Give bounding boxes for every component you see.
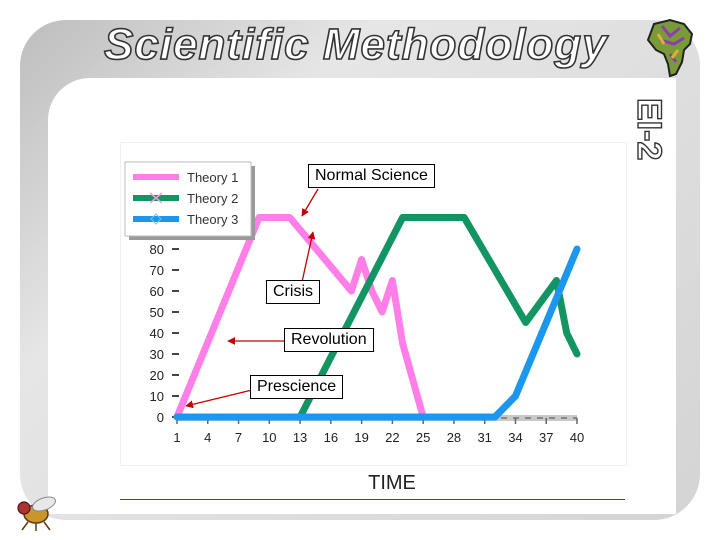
legend-label-theory-1: Theory 1: [187, 170, 238, 185]
legend-marker-x: [149, 192, 163, 204]
y-tick-label: 50: [150, 305, 164, 320]
callout-crisis: Crisis: [266, 280, 320, 304]
x-tick-label: 40: [570, 430, 584, 445]
x-tick-label: 28: [447, 430, 461, 445]
y-tick-label: 80: [150, 242, 164, 257]
arrow-normal-science: [301, 188, 319, 217]
bottom-divider: [120, 499, 625, 500]
y-tick-label: 0: [157, 410, 164, 425]
legend-label-theory-3: Theory 3: [187, 212, 238, 227]
y-tick-label: 20: [150, 368, 164, 383]
y-tick-label: 40: [150, 326, 164, 341]
callout-revolution: Revolution: [284, 328, 374, 352]
legend-marker-diamond: [150, 213, 162, 225]
y-tick-label: 30: [150, 347, 164, 362]
x-tick-label: 22: [385, 430, 399, 445]
x-axis-label: TIME: [368, 472, 416, 494]
x-tick-label: 7: [235, 430, 242, 445]
x-tick-label: 4: [204, 430, 211, 445]
legend-label-theory-2: Theory 2: [187, 191, 238, 206]
series-line-theory-2: [296, 214, 581, 421]
x-tick-label: 25: [416, 430, 430, 445]
x-tick-label: 31: [477, 430, 491, 445]
arrow-prescience: [185, 389, 253, 409]
callout-normal-science: Normal Science: [308, 164, 435, 188]
slide-title: Scientific Methodology: [103, 19, 608, 70]
x-tick-label: 16: [324, 430, 338, 445]
series-line-theory-1: [173, 214, 427, 421]
series-line-theory-3: [173, 245, 581, 421]
chart: 0 10 20 30 40 50 60 70 80 1 4 7 10 13 16 19 22 25 28 31 34 37…: [124, 161, 584, 494]
callout-prescience: Prescience: [250, 375, 344, 399]
x-tick-label: 1: [173, 430, 180, 445]
arrow-crisis: [301, 231, 316, 283]
y-tick-label: 70: [150, 263, 164, 278]
x-tick-label: 37: [539, 430, 553, 445]
x-tick-label: 34: [508, 430, 522, 445]
fly-logo-icon: [17, 496, 56, 531]
y-tick-label: 10: [150, 389, 164, 404]
africa-logo-icon: [646, 18, 694, 78]
y-tick-label: 60: [150, 284, 164, 299]
x-tick-label: 10: [262, 430, 276, 445]
x-tick-label: 19: [354, 430, 368, 445]
x-tick-label: 13: [293, 430, 307, 445]
